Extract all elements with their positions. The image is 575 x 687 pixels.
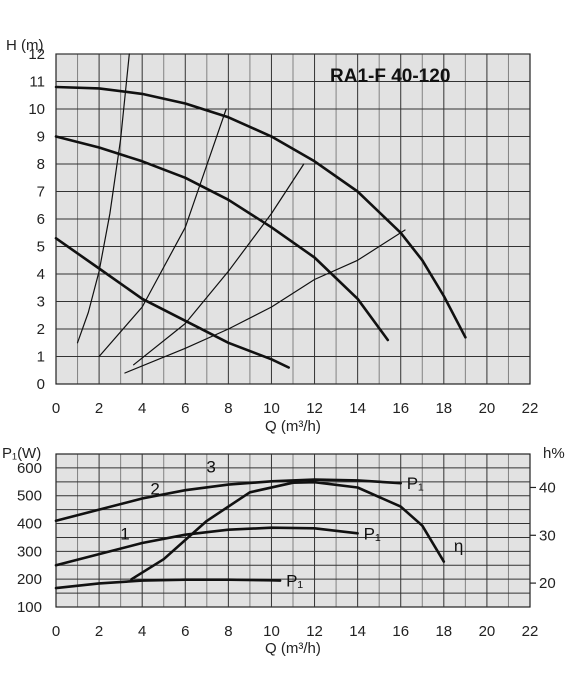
power-curve-line xyxy=(54,478,402,523)
system-curve-line xyxy=(76,53,130,344)
head-y-tick-label: 0 xyxy=(37,376,45,393)
head-y-tick-label: 8 xyxy=(37,156,45,173)
power-y-ticks: 100 200 300 400 500 600 xyxy=(17,460,42,616)
head-grid xyxy=(56,53,530,384)
speed-number-label: 3 xyxy=(206,458,215,477)
head-x-tick-label: 18 xyxy=(435,400,452,417)
power-x-tick-label: 10 xyxy=(263,623,280,640)
efficiency-y-tick-label: 30 xyxy=(539,527,556,544)
power-chart: P₁(W) h% 100 200 300 400 500 600 20 30 40 0 2 4 6 8… xyxy=(2,445,565,657)
head-y-tick-label: 5 xyxy=(37,239,45,256)
power-x-tick-label: 0 xyxy=(52,623,60,640)
head-x-tick-label: 2 xyxy=(95,400,103,417)
power-curve-name-label: P₁ xyxy=(407,474,424,493)
power-curve-name-label: P₁ xyxy=(286,572,303,591)
head-x-tick-label: 10 xyxy=(263,400,280,417)
head-y-tick-label: 9 xyxy=(37,129,45,146)
efficiency-y-axis-label: h% xyxy=(543,445,565,462)
power-y-axis-label: P₁(W) xyxy=(2,445,41,462)
power-y-tick-label: 500 xyxy=(17,488,42,505)
power-curves: P₁ P₁ P₁ 3 2 1 η xyxy=(54,458,463,591)
power-x-tick-label: 18 xyxy=(435,623,452,640)
head-y-tick-label: 7 xyxy=(37,184,45,201)
power-curve-line xyxy=(54,526,359,567)
head-y-tick-label: 3 xyxy=(37,294,45,311)
head-x-tick-label: 20 xyxy=(479,400,496,417)
power-y-tick-label: 100 xyxy=(17,599,42,616)
power-x-tick-label: 12 xyxy=(306,623,323,640)
power-curve-name-label: P₁ xyxy=(364,524,381,543)
chart-title: RA1-F 40-120 xyxy=(330,66,450,87)
head-x-axis-label: Q (m³/h) xyxy=(265,418,321,435)
power-x-tick-label: 22 xyxy=(522,623,539,640)
head-y-axis-label: H (m) xyxy=(6,37,44,54)
efficiency-y-tick-label: 40 xyxy=(539,479,556,496)
head-x-tick-label: 8 xyxy=(224,400,232,417)
power-grid xyxy=(56,454,530,607)
system-curve-line xyxy=(124,229,406,374)
power-x-tick-label: 20 xyxy=(479,623,496,640)
efficiency-y-ticks: 20 30 40 xyxy=(530,479,556,592)
head-x-tick-label: 16 xyxy=(392,400,409,417)
head-y-tick-label: 11 xyxy=(29,74,45,91)
head-x-tick-label: 12 xyxy=(306,400,323,417)
system-curve-line xyxy=(133,163,305,366)
power-y-tick-label: 200 xyxy=(17,571,42,588)
head-y-tick-label: 1 xyxy=(37,349,45,366)
head-x-tick-label: 4 xyxy=(138,400,146,417)
head-curves xyxy=(54,53,467,374)
power-y-tick-label: 300 xyxy=(17,543,42,560)
pump-curve-line xyxy=(54,135,390,342)
pump-curve-line xyxy=(54,85,467,339)
head-x-tick-label: 6 xyxy=(181,400,189,417)
system-curve-line xyxy=(98,108,227,358)
efficiency-curve-label: η xyxy=(454,537,463,556)
head-x-tick-label: 14 xyxy=(349,400,366,417)
speed-number-label: 2 xyxy=(150,479,159,498)
power-y-tick-label: 400 xyxy=(17,516,42,533)
power-x-tick-label: 4 xyxy=(138,623,146,640)
speed-number-label: 1 xyxy=(120,524,129,543)
power-x-tick-label: 8 xyxy=(224,623,232,640)
head-y-tick-label: 2 xyxy=(37,321,45,338)
head-x-tick-label: 22 xyxy=(522,400,539,417)
head-y-tick-label: 4 xyxy=(37,266,45,283)
power-x-tick-label: 2 xyxy=(95,623,103,640)
head-y-tick-label: 10 xyxy=(28,101,45,118)
head-x-ticks: 0 2 4 6 8 10 12 14 16 18 20 22 xyxy=(52,400,539,417)
head-x-tick-label: 0 xyxy=(52,400,60,417)
power-curve-line xyxy=(54,578,282,590)
head-y-tick-label: 12 xyxy=(28,46,45,63)
power-x-tick-label: 6 xyxy=(181,623,189,640)
power-x-tick-label: 14 xyxy=(349,623,366,640)
power-y-tick-label: 600 xyxy=(17,460,42,477)
power-x-ticks: 0 2 4 6 8 10 12 14 16 18 20 22 xyxy=(52,623,539,640)
efficiency-curve-line xyxy=(130,480,446,581)
power-x-axis-label: Q (m³/h) xyxy=(265,640,321,657)
efficiency-y-tick-label: 20 xyxy=(539,575,556,592)
head-y-tick-label: 6 xyxy=(37,211,45,228)
power-x-tick-label: 16 xyxy=(392,623,409,640)
